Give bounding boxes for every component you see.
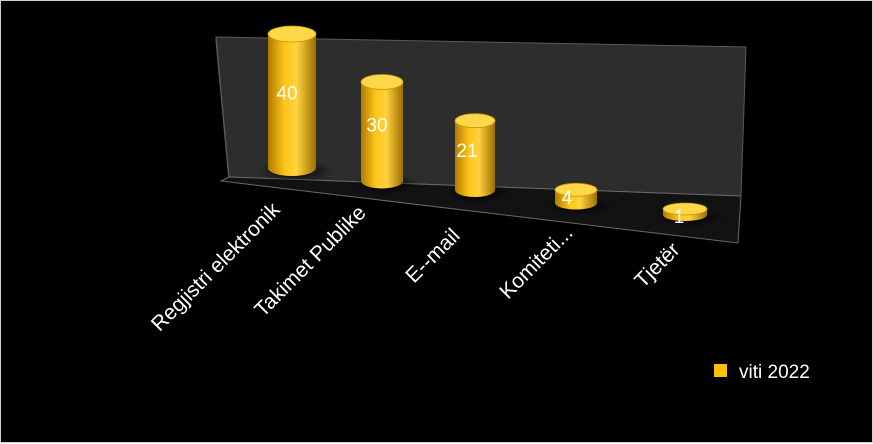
bar-top	[455, 114, 495, 128]
legend: viti 2022	[714, 362, 810, 383]
legend-swatch	[714, 364, 727, 377]
bar-body	[268, 34, 316, 176]
data-label: 4	[562, 188, 573, 209]
x-tick-label: Tjetër	[630, 238, 684, 292]
data-label: 40	[276, 83, 297, 104]
legend-label: viti 2022	[739, 362, 810, 383]
data-label: 21	[456, 141, 477, 162]
bar-top	[663, 203, 707, 215]
data-label: 30	[366, 116, 387, 137]
data-label: 1	[674, 207, 685, 228]
bar-top	[268, 26, 316, 42]
bar-top	[361, 75, 403, 90]
x-tick-label: E--mail	[401, 224, 464, 287]
x-tick-label: Komiteti...	[495, 221, 577, 303]
